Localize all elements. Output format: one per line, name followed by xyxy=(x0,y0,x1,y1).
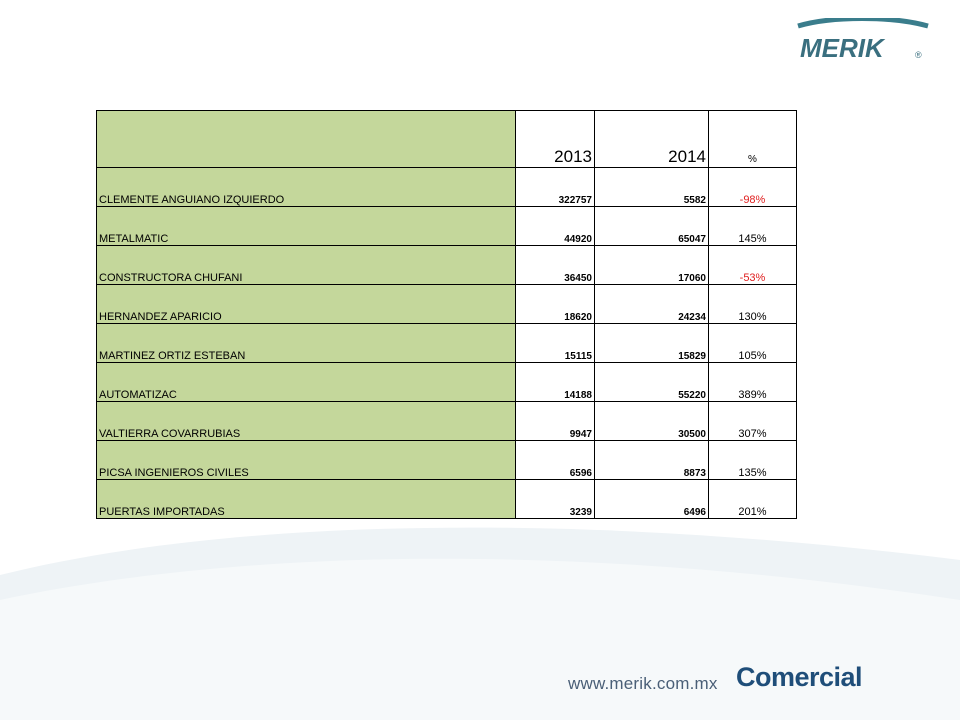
table-row: MARTINEZ ORTIZ ESTEBAN 15115 15829 105% xyxy=(96,323,797,363)
value-2013: 14188 xyxy=(515,362,595,402)
table-header-row: 2013 2014 % xyxy=(96,110,797,168)
value-2013: 15115 xyxy=(515,323,595,363)
client-name: METALMATIC xyxy=(96,206,516,246)
value-2014: 6496 xyxy=(594,479,709,519)
table-row: PICSA INGENIEROS CIVILES 6596 8873 135% xyxy=(96,440,797,480)
table-row: VALTIERRA COVARRUBIAS 9947 30500 307% xyxy=(96,401,797,441)
footer-brand-title: Comercial xyxy=(736,662,863,692)
client-name: CONSTRUCTORA CHUFANI xyxy=(96,245,516,285)
value-2014: 17060 xyxy=(594,245,709,285)
percent-change: 145% xyxy=(708,206,797,246)
table-row: AUTOMATIZAC 14188 55220 389% xyxy=(96,362,797,402)
client-name: PUERTAS IMPORTADAS xyxy=(96,479,516,519)
header-percent: % xyxy=(708,110,797,168)
client-name: VALTIERRA COVARRUBIAS xyxy=(96,401,516,441)
percent-change: -98% xyxy=(708,167,797,207)
client-name: MARTINEZ ORTIZ ESTEBAN xyxy=(96,323,516,363)
footer-url: www.merik.com.mx xyxy=(568,674,718,693)
value-2013: 18620 xyxy=(515,284,595,324)
merik-logo: MERIK ® xyxy=(792,18,929,62)
value-2014: 8873 xyxy=(594,440,709,480)
value-2013: 322757 xyxy=(515,167,595,207)
header-name xyxy=(96,110,516,168)
percent-change: 307% xyxy=(708,401,797,441)
value-2013: 9947 xyxy=(515,401,595,441)
header-year-2014: 2014 xyxy=(594,110,709,168)
clients-comparison-table: 2013 2014 % CLEMENTE ANGUIANO IZQUIERDO … xyxy=(96,110,797,519)
registered-mark: ® xyxy=(915,50,922,60)
value-2014: 24234 xyxy=(594,284,709,324)
percent-change: 130% xyxy=(708,284,797,324)
header-year-2013: 2013 xyxy=(515,110,595,168)
logo-text: MERIK xyxy=(800,33,886,62)
value-2013: 6596 xyxy=(515,440,595,480)
client-name: PICSA INGENIEROS CIVILES xyxy=(96,440,516,480)
client-name: HERNANDEZ APARICIO xyxy=(96,284,516,324)
value-2014: 5582 xyxy=(594,167,709,207)
value-2014: 65047 xyxy=(594,206,709,246)
percent-change: -53% xyxy=(708,245,797,285)
value-2014: 15829 xyxy=(594,323,709,363)
percent-change: 389% xyxy=(708,362,797,402)
value-2013: 36450 xyxy=(515,245,595,285)
client-name: AUTOMATIZAC xyxy=(96,362,516,402)
percent-change: 105% xyxy=(708,323,797,363)
table-row: HERNANDEZ APARICIO 18620 24234 130% xyxy=(96,284,797,324)
value-2013: 3239 xyxy=(515,479,595,519)
percent-change: 201% xyxy=(708,479,797,519)
table-row: CONSTRUCTORA CHUFANI 36450 17060 -53% xyxy=(96,245,797,285)
table-row: CLEMENTE ANGUIANO IZQUIERDO 322757 5582 … xyxy=(96,167,797,207)
table-row: PUERTAS IMPORTADAS 3239 6496 201% xyxy=(96,479,797,519)
client-name: CLEMENTE ANGUIANO IZQUIERDO xyxy=(96,167,516,207)
value-2013: 44920 xyxy=(515,206,595,246)
table-row: METALMATIC 44920 65047 145% xyxy=(96,206,797,246)
percent-change: 135% xyxy=(708,440,797,480)
value-2014: 30500 xyxy=(594,401,709,441)
value-2014: 55220 xyxy=(594,362,709,402)
